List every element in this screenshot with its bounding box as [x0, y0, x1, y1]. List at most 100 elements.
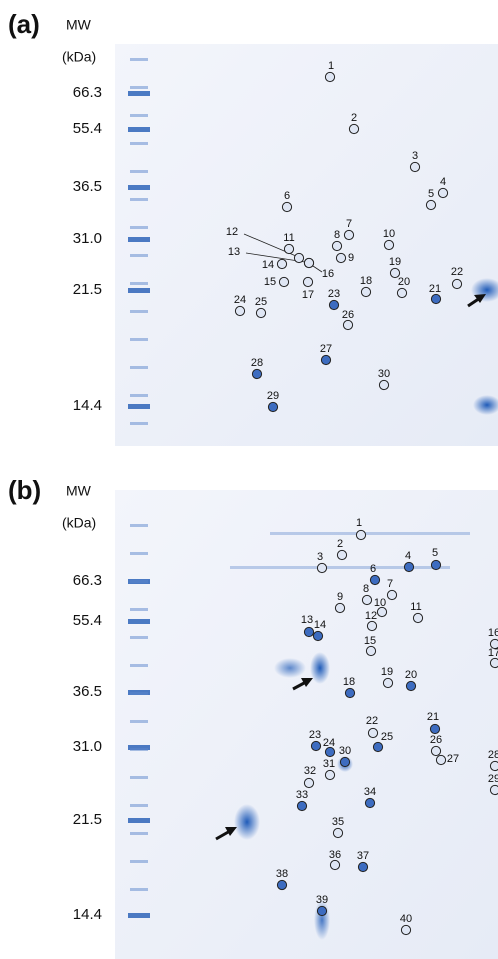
spot-label: 39 — [316, 894, 328, 906]
spot-label: 25 — [381, 731, 393, 743]
spot-label: 12 — [226, 226, 238, 238]
spot — [343, 320, 352, 329]
spot-label: 12 — [365, 610, 377, 622]
spot — [490, 785, 498, 794]
spot — [426, 200, 435, 209]
spot-label: 25 — [255, 296, 267, 308]
spot — [235, 306, 244, 315]
spot — [335, 603, 344, 612]
spot — [340, 757, 349, 766]
spot-label: 23 — [309, 729, 321, 741]
ladder-band — [130, 338, 148, 341]
ladder-band — [130, 804, 148, 807]
spot — [438, 188, 447, 197]
spot — [284, 244, 293, 253]
spot — [344, 230, 353, 239]
ladder-band — [130, 748, 148, 751]
mw-unit: (kDa) — [62, 49, 96, 65]
ladder-band — [130, 524, 148, 527]
mw-marker: 55.4 — [73, 612, 102, 629]
spot — [404, 562, 413, 571]
spot-label: 3 — [317, 551, 323, 563]
ladder-band — [130, 394, 148, 397]
spot-label: 17 — [302, 289, 314, 301]
spot — [345, 688, 354, 697]
spot-label: 27 — [447, 753, 459, 765]
spot-label: 13 — [301, 614, 313, 626]
spot — [384, 240, 393, 249]
panel-label: (a) — [8, 9, 40, 39]
spot — [452, 279, 461, 288]
spot — [317, 906, 326, 915]
spot-label: 16 — [322, 268, 334, 280]
spot — [431, 560, 440, 569]
spot-label: 18 — [360, 275, 372, 287]
spot-label: 6 — [284, 190, 290, 202]
spot-label: 27 — [320, 343, 332, 355]
spot — [361, 287, 370, 296]
spot — [252, 369, 261, 378]
spot-label: 13 — [228, 246, 240, 258]
spot-label: 10 — [383, 228, 395, 240]
spot-label: 2 — [351, 112, 357, 124]
spot — [362, 595, 371, 604]
spot — [268, 402, 277, 411]
spot — [282, 202, 291, 211]
spot-label: 28 — [251, 357, 263, 369]
spot-label: 21 — [427, 711, 439, 723]
ladder-band — [130, 198, 148, 201]
mw-marker: 55.4 — [73, 120, 102, 137]
ladder-band — [130, 422, 148, 425]
spot — [332, 241, 341, 250]
mw-marker: 21.5 — [73, 811, 102, 828]
spot-label: 16 — [488, 627, 498, 639]
spot — [490, 658, 498, 667]
spot-label: 7 — [346, 218, 352, 230]
spot-label: 40 — [400, 913, 412, 925]
ladder-band — [128, 185, 150, 190]
spot-label: 9 — [337, 591, 343, 603]
ladder-band — [128, 127, 150, 132]
spot — [431, 746, 440, 755]
spot-label: 3 — [412, 150, 418, 162]
spot — [413, 613, 422, 622]
spot-label: 26 — [430, 734, 442, 746]
spot-label: 30 — [378, 368, 390, 380]
spot — [294, 253, 303, 262]
spot-label: 36 — [329, 849, 341, 861]
spot — [321, 355, 330, 364]
spot-label: 29 — [488, 773, 498, 785]
ladder-band — [128, 288, 150, 293]
spot-label: 19 — [389, 256, 401, 268]
spot — [397, 288, 406, 297]
spot — [370, 575, 379, 584]
mw-marker: 36.5 — [73, 178, 102, 195]
ladder-band — [130, 692, 148, 695]
spot — [336, 253, 345, 262]
spot-label: 9 — [348, 252, 354, 264]
spot — [365, 798, 374, 807]
spot-label: 1 — [328, 60, 334, 72]
spot-label: 22 — [451, 266, 463, 278]
spot — [325, 770, 334, 779]
ladder-band — [130, 636, 148, 639]
mw-marker: 14.4 — [73, 906, 102, 923]
spot-label: 23 — [328, 288, 340, 300]
ladder-band — [128, 237, 150, 242]
spot — [410, 162, 419, 171]
spot — [367, 621, 376, 630]
spot — [337, 550, 346, 559]
ladder-band — [130, 282, 148, 285]
ladder-band — [130, 888, 148, 891]
spot-label: 1 — [356, 517, 362, 529]
spot — [356, 530, 365, 539]
ladder-band — [128, 404, 150, 409]
ladder-band — [128, 91, 150, 96]
spot-label: 14 — [262, 259, 274, 271]
spot-label: 34 — [364, 786, 376, 798]
spot-label: 21 — [429, 283, 441, 295]
spot — [430, 724, 439, 733]
figure: (a)MW(kDa)66.355.436.531.021.514.4123456… — [0, 0, 498, 959]
spot-label: 20 — [405, 669, 417, 681]
spot-label: 18 — [343, 676, 355, 688]
